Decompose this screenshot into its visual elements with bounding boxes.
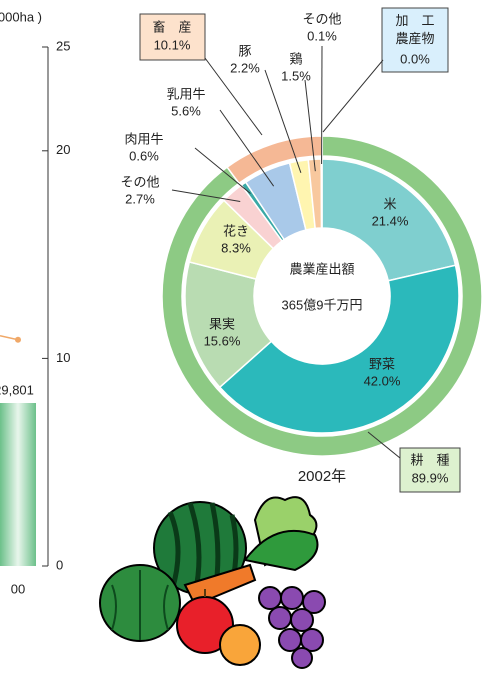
leader-line	[264, 69, 302, 173]
leader-line	[322, 59, 384, 133]
leader-line	[194, 147, 251, 194]
segment-label: 野菜	[369, 356, 395, 371]
segment-label: 鶏	[289, 51, 302, 66]
vegetable-illustration	[99, 496, 326, 669]
x-tick-label: 00	[11, 581, 25, 596]
center-title: 農業産出額	[289, 261, 354, 276]
line-segment	[0, 334, 19, 341]
leader-line	[367, 431, 401, 459]
segment-label: 果実	[209, 316, 235, 331]
inner-segment	[218, 264, 460, 434]
segment-value: 2.7%	[125, 191, 155, 206]
crop-box	[399, 447, 461, 493]
segment-label: 乳用牛	[166, 86, 205, 101]
y-tick-label: 0	[56, 557, 63, 572]
segment-value: 2.2%	[230, 60, 260, 75]
segment-label: 加 工農産物	[395, 13, 434, 46]
segment-label: 畜 産	[152, 19, 191, 34]
center-value: 365億9千万円	[282, 297, 363, 312]
leader-line	[171, 189, 241, 202]
segment-value: 21.4%	[372, 213, 409, 228]
segment-value: 42.0%	[364, 373, 401, 388]
line-point	[15, 336, 21, 343]
year-label: 2002年	[298, 468, 346, 485]
leader-line	[219, 109, 275, 187]
segment-label: 米	[383, 196, 396, 211]
leader-line	[204, 57, 263, 136]
segment-label: その他	[302, 11, 341, 26]
segment-value: 0.1%	[307, 28, 337, 43]
segment-label: 耕 種	[410, 452, 449, 467]
inner-segment	[320, 158, 323, 229]
segment-value: 0.6%	[129, 148, 159, 163]
bar	[0, 403, 36, 566]
segment-value: 1.5%	[281, 68, 311, 83]
y-tick-label: 25	[56, 38, 70, 53]
y-tick-label: 20	[56, 142, 70, 157]
y-tick-label: 10	[56, 350, 70, 365]
segment-value: 10.1%	[154, 37, 191, 52]
livestock-box	[139, 13, 206, 61]
bar-label: 29,801	[0, 382, 34, 397]
segment-label: その他	[120, 174, 159, 189]
y-axis-label: ( 1000ha )	[0, 9, 42, 24]
segment-label: 肉用牛	[124, 131, 163, 146]
segment-value: 5.6%	[171, 103, 201, 118]
segment-value: 89.9%	[412, 470, 449, 485]
segment-label: 豚	[238, 43, 251, 58]
segment-value: 8.3%	[221, 240, 251, 255]
segment-label: 花き	[223, 223, 249, 238]
inner-segment	[321, 158, 457, 282]
segment-value: 15.6%	[204, 333, 241, 348]
segment-value: 0.0%	[400, 51, 430, 66]
leader-line	[304, 79, 316, 172]
processed-box	[381, 7, 449, 73]
